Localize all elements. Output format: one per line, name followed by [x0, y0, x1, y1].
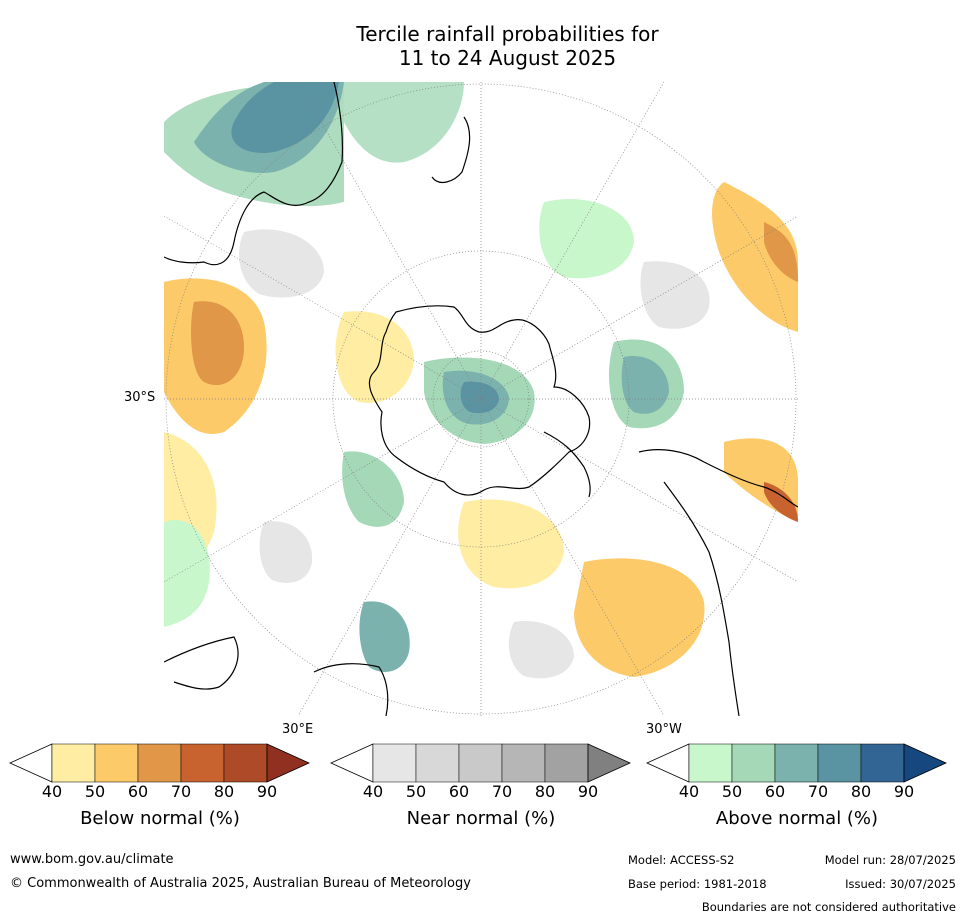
copyright-text: © Commonwealth of Australia 2025, Austra… — [10, 876, 471, 891]
near-normal-tick: 90 — [577, 782, 599, 801]
below-normal-tick: 40 — [41, 782, 63, 801]
colorbar-above-normal — [646, 743, 947, 783]
antarctica-coastline — [368, 305, 591, 496]
probability-map — [164, 82, 798, 716]
above-normal-label: Above normal (%) — [715, 808, 879, 829]
above-normal-tick: 40 — [678, 782, 700, 801]
above-normal-tick: 70 — [807, 782, 829, 801]
boundaries-disclaimer: Boundaries are not considered authoritat… — [701, 900, 956, 914]
coastlines — [164, 82, 798, 716]
lon-label-30e: 30°E — [282, 722, 314, 737]
above-normal-tick: 80 — [850, 782, 872, 801]
near-normal-tick: 70 — [491, 782, 513, 801]
below-normal-tick: 60 — [127, 782, 149, 801]
map-title: Tercile rainfall probabilities for 11 to… — [0, 22, 965, 70]
model-run-date: Model run: 28/07/2025 — [824, 853, 956, 867]
near-normal-tick: 60 — [448, 782, 470, 801]
new-zealand-coastline — [431, 116, 471, 184]
south-america-coastline — [638, 449, 798, 716]
title-line-2: 11 to 24 August 2025 — [398, 46, 617, 70]
colorbar-below-normal — [9, 743, 310, 783]
above-normal-tick: 50 — [721, 782, 743, 801]
near-normal-tick: 80 — [534, 782, 556, 801]
above-normal-tick: 90 — [893, 782, 915, 801]
below-normal-tick: 80 — [213, 782, 235, 801]
below-normal-label: Below normal (%) — [80, 808, 240, 829]
antarctic-peninsula-coastline — [543, 431, 591, 498]
africa-coastline — [164, 636, 389, 716]
model-name: Model: ACCESS-S2 — [628, 853, 735, 867]
near-normal-tick: 50 — [405, 782, 427, 801]
probability-fill-layer — [164, 82, 798, 679]
issued-date: Issued: 30/07/2025 — [845, 877, 956, 891]
australia-coastline — [164, 82, 344, 266]
title-line-1: Tercile rainfall probabilities for — [356, 22, 659, 46]
colorbar-above-normal-swatches — [646, 743, 947, 783]
colorbar-near-normal — [330, 743, 631, 783]
map-canvas — [164, 82, 798, 716]
below-normal-tick: 90 — [256, 782, 278, 801]
near-normal-label: Near normal (%) — [406, 808, 556, 829]
colorbar-near-normal-swatches — [330, 743, 631, 783]
graticule — [164, 82, 798, 716]
base-period: Base period: 1981-2018 — [628, 877, 767, 891]
near-normal-tick: 40 — [362, 782, 384, 801]
above-normal-tick: 60 — [764, 782, 786, 801]
below-normal-tick: 50 — [84, 782, 106, 801]
website-link[interactable]: www.bom.gov.au/climate — [10, 852, 174, 867]
below-normal-tick: 70 — [170, 782, 192, 801]
colorbar-below-normal-swatches — [9, 743, 310, 783]
lon-label-30w: 30°W — [646, 722, 682, 737]
lat-label-30s: 30°S — [124, 390, 156, 405]
